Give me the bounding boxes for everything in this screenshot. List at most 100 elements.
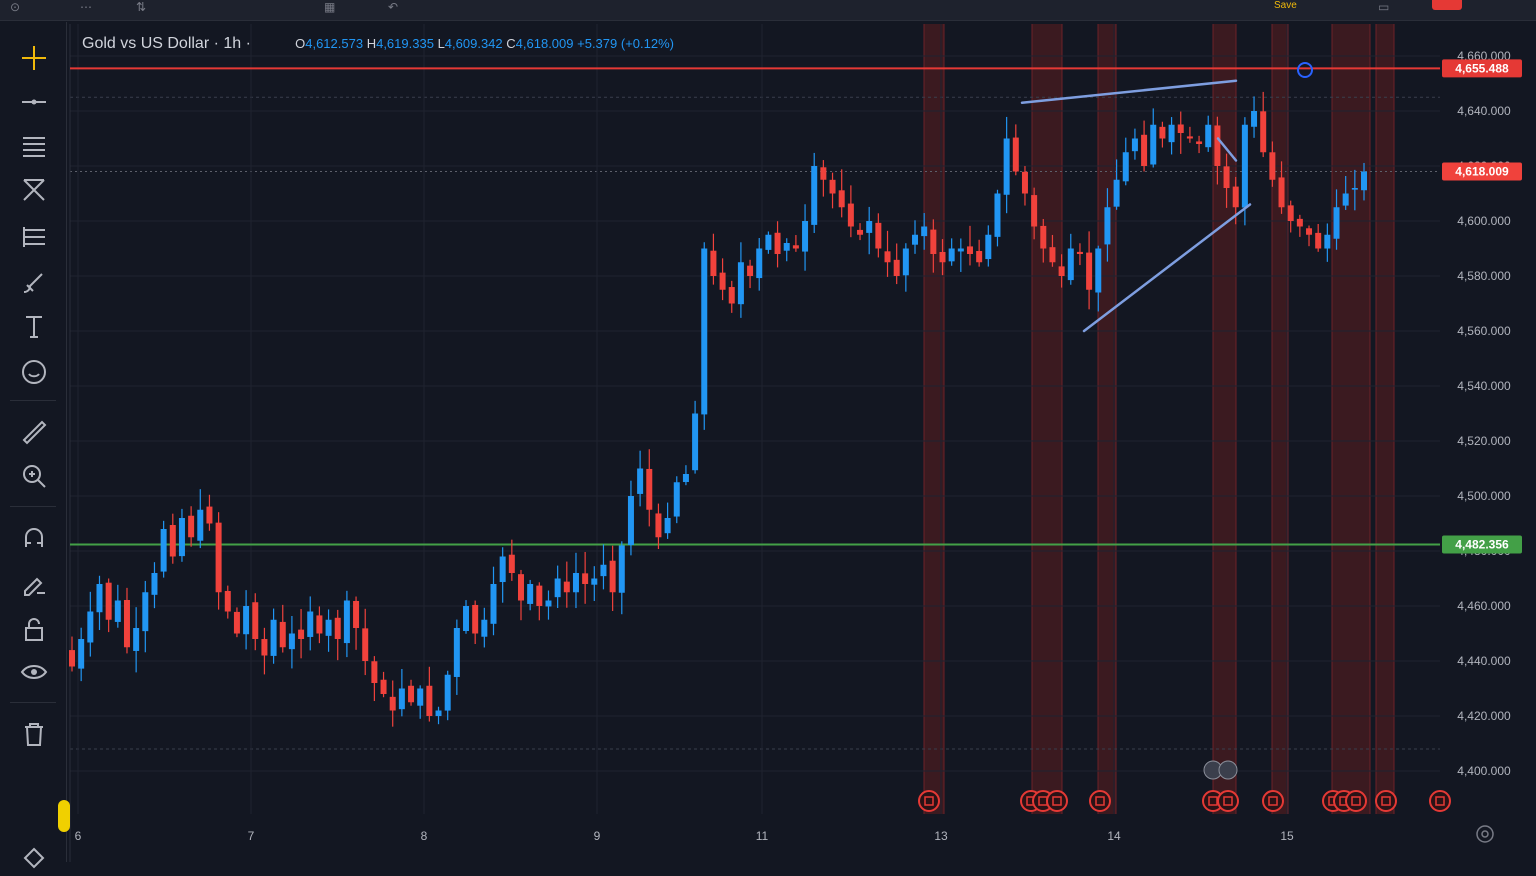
candle-body (481, 619, 488, 637)
x-tick-label: 8 (421, 829, 428, 843)
candle-body (334, 617, 341, 639)
flag-event-marker[interactable] (1218, 760, 1238, 780)
candle-body (316, 615, 323, 634)
open-key: O (295, 36, 306, 51)
x-tick-label: 7 (248, 829, 255, 843)
alert-handle[interactable] (1297, 62, 1313, 78)
trash-icon[interactable] (16, 716, 52, 752)
candle-body (444, 674, 451, 711)
text-icon[interactable] (16, 308, 52, 344)
session-band (1376, 24, 1394, 814)
y-tick-label: 4,440.000 (1457, 654, 1511, 668)
candle-body (243, 606, 250, 635)
candle-body (188, 515, 195, 538)
crosshair-icon[interactable] (16, 40, 52, 76)
close-value: 4,618.009 (515, 36, 574, 51)
publish-button[interactable] (1432, 0, 1462, 10)
candle-body (1067, 248, 1074, 281)
horizontal-line-icon[interactable] (16, 84, 52, 120)
candle-body (178, 518, 185, 557)
economic-event-marker[interactable] (1089, 790, 1111, 812)
candle-body (499, 556, 506, 583)
candle-body (857, 229, 864, 235)
candle-body (233, 611, 240, 634)
symbol-title[interactable]: Gold vs US Dollar · 1h · (82, 35, 251, 52)
y-tick-label: 4,400.000 (1457, 764, 1511, 778)
save-button[interactable]: Save (1274, 0, 1297, 11)
candle-body (380, 679, 387, 694)
y-tick-label: 4,640.000 (1457, 104, 1511, 118)
candle-body (985, 234, 992, 260)
candle-body (151, 573, 158, 595)
session-band (1098, 24, 1116, 814)
calendar-icon (924, 796, 934, 806)
lock-icon[interactable] (16, 612, 52, 648)
candle-body (288, 633, 295, 650)
candle-body (948, 248, 955, 262)
time-axis[interactable]: 6 7 8 9 11 13 14 15 (75, 829, 1294, 843)
candle-body (1159, 126, 1166, 139)
candle-body (637, 468, 644, 494)
economic-event-marker[interactable] (1375, 790, 1397, 812)
economic-event-marker[interactable] (1262, 790, 1284, 812)
economic-event-marker[interactable] (918, 790, 940, 812)
layout-icon[interactable]: ▦ (324, 0, 336, 14)
event-markers[interactable] (918, 760, 1451, 812)
candle-body (1076, 251, 1083, 254)
chart-type-icon[interactable]: ⇅ (136, 0, 147, 14)
y-tick-label: 4,500.000 (1457, 489, 1511, 503)
magnet-icon[interactable] (16, 520, 52, 556)
trendline[interactable] (1216, 137, 1238, 162)
candle-body (206, 506, 213, 524)
settings-icon[interactable] (1476, 825, 1494, 843)
economic-event-marker[interactable] (1217, 790, 1239, 812)
x-tick-label: 6 (75, 829, 82, 843)
price-level-tag: 4,655.488 (1442, 59, 1522, 78)
change-value: +5.379 (+0.12%) (577, 36, 674, 51)
zoom-icon[interactable] (16, 458, 52, 494)
candle-body (765, 234, 772, 250)
menu-icon[interactable]: ⊙ (10, 0, 21, 14)
candle-body (957, 248, 964, 252)
undo-icon[interactable]: ↶ (388, 0, 399, 14)
candle-body (847, 203, 854, 227)
candle-body (1113, 179, 1120, 207)
pencil-lock-icon[interactable] (16, 566, 52, 602)
candle-body (362, 628, 369, 661)
economic-event-marker[interactable] (1345, 790, 1367, 812)
candle-body (463, 606, 470, 631)
price-level-tag-label: 4,482.356 (1455, 538, 1509, 552)
price-axis[interactable]: 4,400.000 4,420.000 4,440.000 4,460.000 4,48… (1457, 49, 1511, 778)
eye-icon[interactable] (16, 654, 52, 690)
trendline[interactable] (1082, 203, 1252, 333)
economic-event-marker[interactable] (1046, 790, 1068, 812)
candle-body (930, 229, 937, 254)
channel-icon[interactable] (16, 218, 52, 254)
emoji-icon[interactable] (16, 354, 52, 390)
candle-body (627, 496, 634, 546)
candle-body (453, 628, 460, 677)
calendar-icon (1381, 796, 1391, 806)
candle-body (133, 628, 140, 651)
y-tick-label: 4,600.000 (1457, 214, 1511, 228)
candle-body (1031, 195, 1038, 227)
economic-event-marker[interactable] (1429, 790, 1451, 812)
candle-body (1122, 152, 1129, 182)
interval-icon[interactable]: ⋯ (80, 0, 92, 14)
candle-body (609, 560, 616, 593)
replay-handle[interactable] (58, 800, 70, 832)
candle-body (811, 166, 818, 225)
candle-body (197, 509, 204, 541)
trendlines[interactable] (1020, 79, 1252, 333)
horizontal-levels[interactable] (70, 67, 1440, 546)
trendline[interactable] (1020, 79, 1238, 104)
brush-icon[interactable] (16, 264, 52, 300)
candle-body (1104, 207, 1111, 245)
fib-lines-icon[interactable] (16, 128, 52, 164)
pattern-icon[interactable] (16, 172, 52, 208)
session-band (1032, 24, 1062, 814)
ruler-icon[interactable] (16, 414, 52, 450)
candle-body (802, 221, 809, 252)
fullscreen-icon[interactable]: ▭ (1378, 0, 1390, 14)
